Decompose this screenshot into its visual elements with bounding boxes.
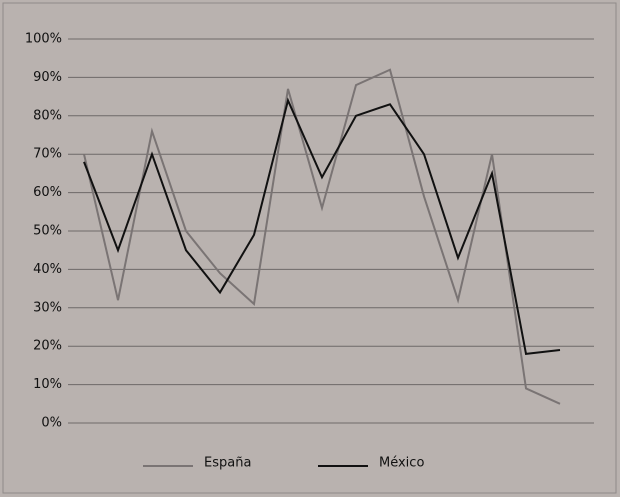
series-line bbox=[83, 97, 561, 355]
legend-label: México bbox=[379, 456, 424, 471]
legend-label: España bbox=[204, 456, 251, 471]
y-tick-label: 20% bbox=[33, 339, 62, 354]
y-tick-label: 70% bbox=[33, 147, 62, 162]
y-tick-label: 40% bbox=[33, 262, 62, 277]
y-tick-label: 30% bbox=[33, 300, 62, 315]
series-line bbox=[83, 68, 561, 405]
y-tick-label: 90% bbox=[33, 70, 62, 85]
y-tick-label: 100% bbox=[25, 32, 62, 47]
y-tick-label: 0% bbox=[41, 416, 62, 431]
y-tick-label: 10% bbox=[33, 377, 62, 392]
y-tick-label: 80% bbox=[33, 108, 62, 123]
y-tick-label: 50% bbox=[33, 224, 62, 239]
y-tick-label: 60% bbox=[33, 185, 62, 200]
